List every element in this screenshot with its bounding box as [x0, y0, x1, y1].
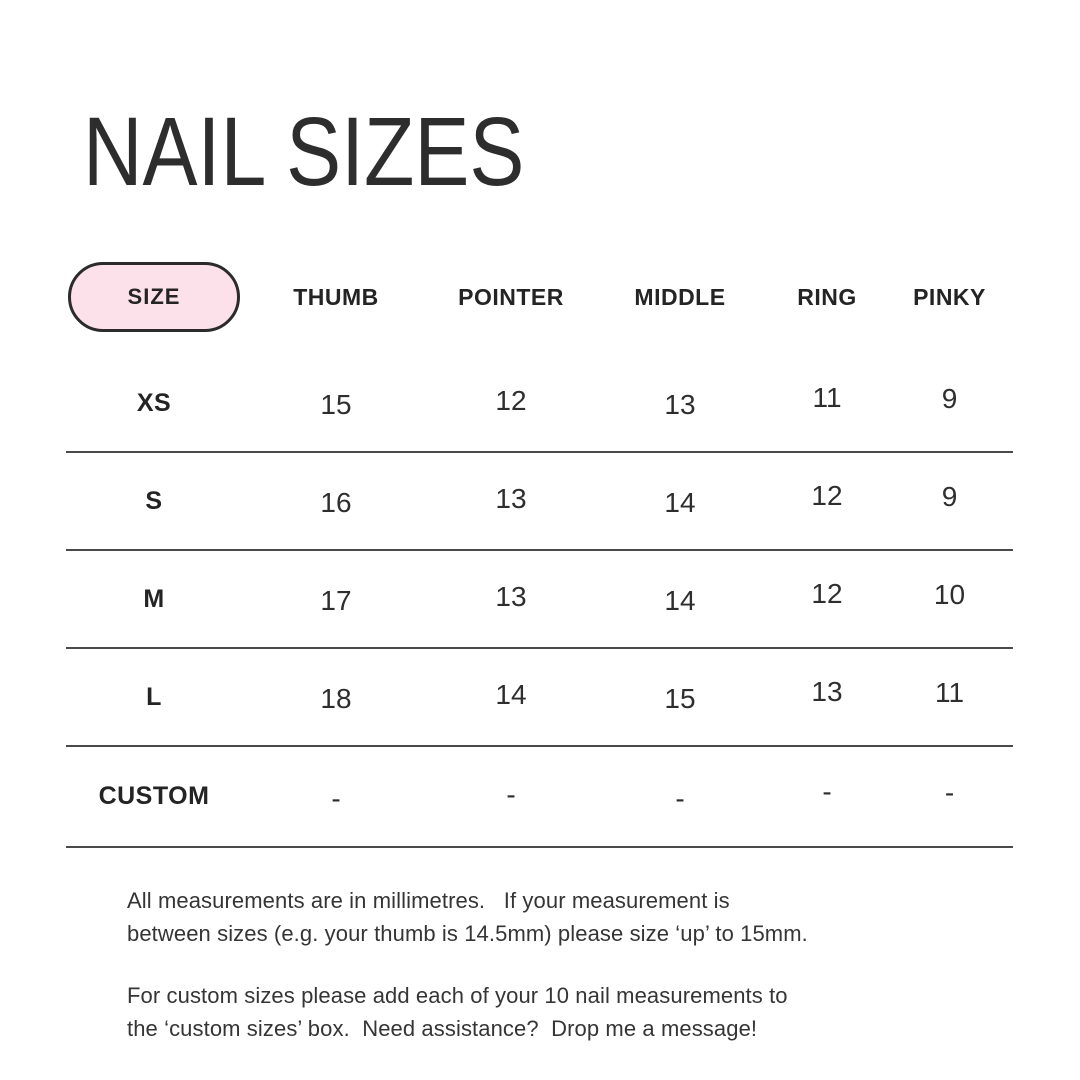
table-row-m: M 17 13 14 12 10 — [66, 551, 1013, 649]
column-header-pinky: PINKY — [913, 283, 986, 310]
size-value-ring: - — [822, 775, 832, 807]
row-label: XS — [136, 388, 172, 417]
size-value-ring: 13 — [811, 676, 843, 707]
size-value-pointer: 13 — [495, 581, 527, 612]
size-value-thumb: 15 — [320, 389, 352, 420]
size-value-ring: 11 — [812, 382, 842, 413]
size-value-ring: 12 — [811, 480, 843, 511]
header-row: SIZE THUMB POINTER MIDDLE RING PINKY — [66, 262, 1013, 332]
column-header-thumb: THUMB — [293, 283, 379, 310]
table-row-l: L 18 14 15 13 11 — [66, 649, 1013, 747]
note-measurements: All measurements are in millimetres. If … — [127, 888, 808, 946]
row-label: S — [145, 486, 163, 515]
size-value-pointer: - — [506, 778, 516, 810]
size-value-thumb: 16 — [320, 487, 352, 518]
size-value-middle: - — [675, 782, 685, 814]
footer-notes: All measurements are in millimetres. If … — [127, 884, 987, 1045]
column-header-ring: RING — [797, 283, 857, 310]
column-header-middle: MIDDLE — [634, 283, 726, 310]
size-pill: SIZE — [68, 262, 240, 332]
size-value-pinky: 9 — [941, 481, 958, 512]
size-value-middle: 13 — [664, 389, 696, 420]
size-value-pinky: 10 — [933, 579, 966, 610]
table-row-s: S 16 13 14 12 9 — [66, 453, 1013, 551]
size-value-middle: 15 — [664, 683, 696, 714]
size-value-pinky: 9 — [941, 383, 958, 414]
size-value-thumb: 18 — [320, 683, 352, 714]
table-body: XS 15 12 13 11 9 S 16 13 14 12 9 M 17 13… — [66, 355, 1013, 848]
table-row-xs: XS 15 12 13 11 9 — [66, 355, 1013, 453]
page-title: NAIL SIZES — [83, 97, 525, 206]
size-value-middle: 14 — [664, 585, 696, 616]
table-row-custom: CUSTOM - - - - - — [66, 747, 1013, 848]
size-value-pointer: 14 — [495, 679, 527, 710]
size-value-thumb: - — [331, 782, 341, 814]
size-value-pointer: 13 — [495, 483, 527, 514]
size-value-pinky: - — [944, 776, 955, 808]
column-header-pointer: POINTER — [458, 283, 564, 310]
size-value-middle: 14 — [664, 487, 696, 518]
size-value-ring: 12 — [811, 578, 843, 609]
note-custom-sizes: For custom sizes please add each of your… — [127, 983, 788, 1041]
size-value-thumb: 17 — [320, 585, 352, 616]
row-label: M — [143, 584, 165, 613]
size-value-pointer: 12 — [495, 385, 527, 416]
nail-size-chart: SIZE THUMB POINTER MIDDLE RING PINKY XS … — [66, 262, 1013, 848]
size-value-pinky: 11 — [934, 677, 965, 708]
row-label: CUSTOM — [98, 782, 210, 810]
row-label: L — [146, 682, 162, 711]
column-header-size: SIZE — [127, 284, 181, 309]
